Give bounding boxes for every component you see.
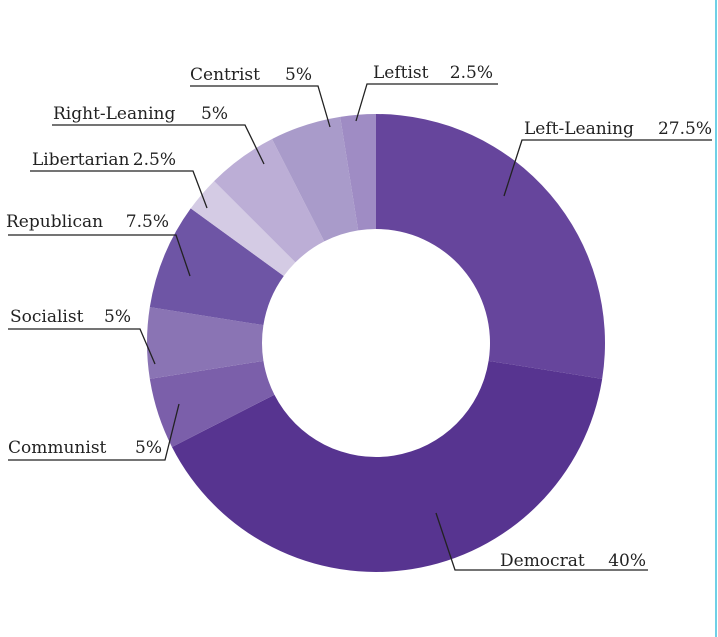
slice-label-communist: Communist bbox=[8, 438, 107, 458]
slice-libertarian bbox=[190, 181, 296, 276]
slice-right-leaning bbox=[214, 138, 325, 263]
slice-democrat bbox=[171, 360, 603, 572]
leader-line-left-leaning bbox=[503, 139, 712, 197]
slice-value-centrist: 5% bbox=[285, 65, 312, 85]
slice-left-leaning bbox=[376, 114, 605, 379]
leader-line-leftist bbox=[355, 83, 498, 122]
slice-label-libertarian: Libertarian bbox=[32, 150, 129, 170]
leader-line-socialist bbox=[8, 328, 156, 365]
slice-value-communist: 5% bbox=[135, 438, 162, 458]
slice-label-right-leaning: Right-Leaning bbox=[53, 104, 175, 124]
slice-socialist bbox=[147, 307, 264, 379]
label-group: Left-Leaning 27.5% Democrat 40% Communist 5% S… bbox=[6, 63, 712, 571]
slice-centrist bbox=[272, 116, 359, 242]
slice-value-republican: 7.5% bbox=[126, 212, 169, 232]
slice-label-democrat: Democrat bbox=[500, 551, 585, 571]
slice-communist bbox=[149, 360, 275, 447]
right-edge-line bbox=[715, 0, 717, 637]
leader-line-democrat bbox=[435, 512, 648, 571]
slice-value-leftist: 2.5% bbox=[450, 63, 493, 83]
slice-value-left-leaning: 27.5% bbox=[658, 119, 712, 139]
slice-label-socialist: Socialist bbox=[10, 307, 84, 327]
slice-label-centrist: Centrist bbox=[190, 65, 260, 85]
slice-value-democrat: 40% bbox=[608, 551, 646, 571]
slice-label-left-leaning: Left-Leaning bbox=[524, 119, 634, 139]
slice-label-leftist: Leftist bbox=[373, 63, 429, 83]
slice-label-republican: Republican bbox=[6, 212, 103, 232]
leader-line-communist bbox=[8, 403, 180, 461]
leader-line-libertarian bbox=[30, 170, 208, 209]
slice-republican bbox=[149, 208, 284, 326]
leader-line-right-leaning bbox=[52, 124, 265, 165]
slice-leftist bbox=[340, 114, 376, 231]
slice-group bbox=[147, 114, 605, 572]
slice-value-right-leaning: 5% bbox=[201, 104, 228, 124]
leader-line-centrist bbox=[190, 85, 331, 128]
slice-value-libertarian: 2.5% bbox=[133, 150, 176, 170]
leader-line-republican bbox=[8, 234, 191, 277]
slice-value-socialist: 5% bbox=[104, 307, 131, 327]
